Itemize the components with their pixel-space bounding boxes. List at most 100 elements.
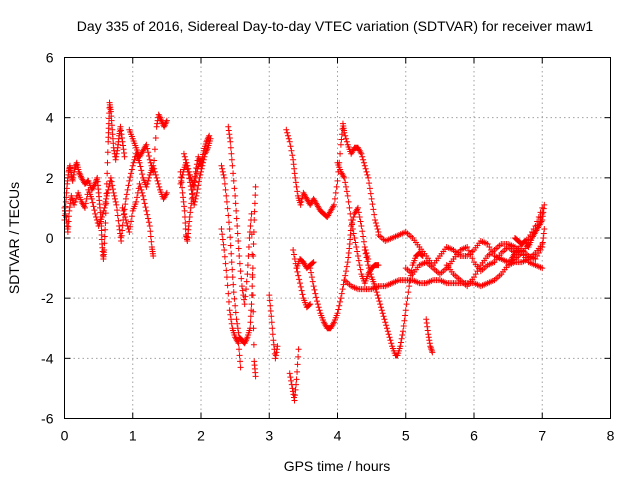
- data-point: [104, 189, 111, 196]
- data-point: [121, 153, 128, 160]
- data-point: [299, 291, 306, 298]
- data-point: [309, 259, 316, 266]
- data-point: [128, 170, 135, 177]
- data-point: [192, 195, 199, 202]
- data-point: [186, 168, 193, 175]
- data-point: [383, 325, 390, 332]
- data-point: [307, 265, 314, 272]
- data-point: [464, 244, 471, 251]
- y-tick-label: 6: [46, 50, 54, 66]
- data-point: [184, 162, 191, 169]
- data-point: [228, 156, 235, 163]
- data-point: [343, 183, 350, 190]
- data-point: [151, 157, 158, 164]
- data-point: [73, 195, 80, 202]
- data-point: [178, 177, 185, 184]
- x-tick-label: 8: [607, 428, 615, 444]
- data-point: [195, 178, 202, 185]
- data-point: [235, 340, 242, 347]
- data-point: [192, 174, 199, 181]
- data-point: [285, 135, 292, 142]
- data-point: [314, 298, 321, 305]
- data-point: [65, 218, 72, 225]
- data-point: [101, 233, 108, 240]
- data-point: [539, 216, 546, 223]
- data-point: [69, 177, 76, 184]
- data-point: [338, 136, 345, 143]
- data-point: [372, 286, 379, 293]
- data-point: [243, 286, 250, 293]
- data-point: [350, 230, 357, 237]
- data-point: [220, 171, 227, 178]
- data-point: [219, 168, 226, 175]
- data-point: [286, 370, 293, 377]
- data-point: [247, 313, 254, 320]
- data-point: [334, 310, 341, 317]
- data-point: [244, 262, 251, 269]
- data-point: [133, 198, 140, 205]
- data-point: [182, 156, 189, 163]
- data-point: [541, 201, 548, 208]
- data-point: [180, 150, 187, 157]
- data-point: [295, 346, 302, 353]
- data-point: [221, 180, 228, 187]
- data-point: [345, 198, 352, 205]
- data-point: [402, 307, 409, 314]
- data-point: [249, 292, 256, 299]
- data-point: [140, 196, 147, 203]
- data-point: [155, 180, 162, 187]
- data-point: [146, 222, 153, 229]
- data-point: [337, 298, 344, 305]
- data-point: [540, 235, 547, 241]
- data-point: [369, 201, 376, 208]
- data-point: [112, 195, 119, 202]
- data-point: [311, 286, 318, 293]
- data-point: [292, 386, 299, 393]
- data-point: [181, 203, 188, 210]
- data-point: [91, 207, 98, 214]
- data-point: [313, 294, 320, 301]
- data-point: [365, 174, 372, 181]
- data-point: [474, 268, 481, 275]
- data-point: [248, 210, 255, 217]
- data-point: [226, 131, 233, 138]
- data-point: [266, 292, 273, 299]
- data-point: [338, 290, 345, 297]
- data-point: [539, 265, 546, 272]
- data-point: [274, 343, 281, 350]
- data-point: [291, 256, 298, 263]
- data-point: [291, 165, 298, 172]
- data-point: [191, 183, 198, 190]
- data-point: [238, 275, 245, 282]
- data-point: [231, 185, 238, 192]
- data-point: [138, 167, 145, 174]
- data-point: [111, 192, 118, 199]
- data-point: [117, 127, 124, 134]
- data-point: [177, 180, 184, 187]
- data-point: [219, 236, 226, 243]
- data-point: [92, 210, 99, 217]
- data-point: [185, 165, 192, 172]
- data-point: [337, 150, 344, 157]
- data-point: [331, 201, 338, 208]
- y-tick-label: 2: [46, 170, 54, 186]
- data-point: [266, 297, 273, 304]
- data-point: [247, 222, 254, 229]
- data-point: [71, 201, 78, 208]
- data-point: [219, 165, 226, 172]
- data-point: [484, 241, 491, 248]
- data-point: [532, 256, 539, 263]
- data-point: [246, 235, 253, 241]
- data-point: [402, 312, 409, 319]
- data-point: [426, 340, 433, 347]
- data-point: [148, 238, 155, 245]
- data-point: [105, 186, 112, 193]
- y-tick-label: -2: [41, 290, 54, 306]
- data-point: [232, 192, 239, 199]
- data-point: [239, 287, 246, 294]
- data-point: [82, 200, 89, 207]
- data-point: [220, 241, 227, 248]
- data-point: [289, 152, 296, 159]
- data-point: [425, 331, 432, 338]
- data-point: [539, 239, 546, 246]
